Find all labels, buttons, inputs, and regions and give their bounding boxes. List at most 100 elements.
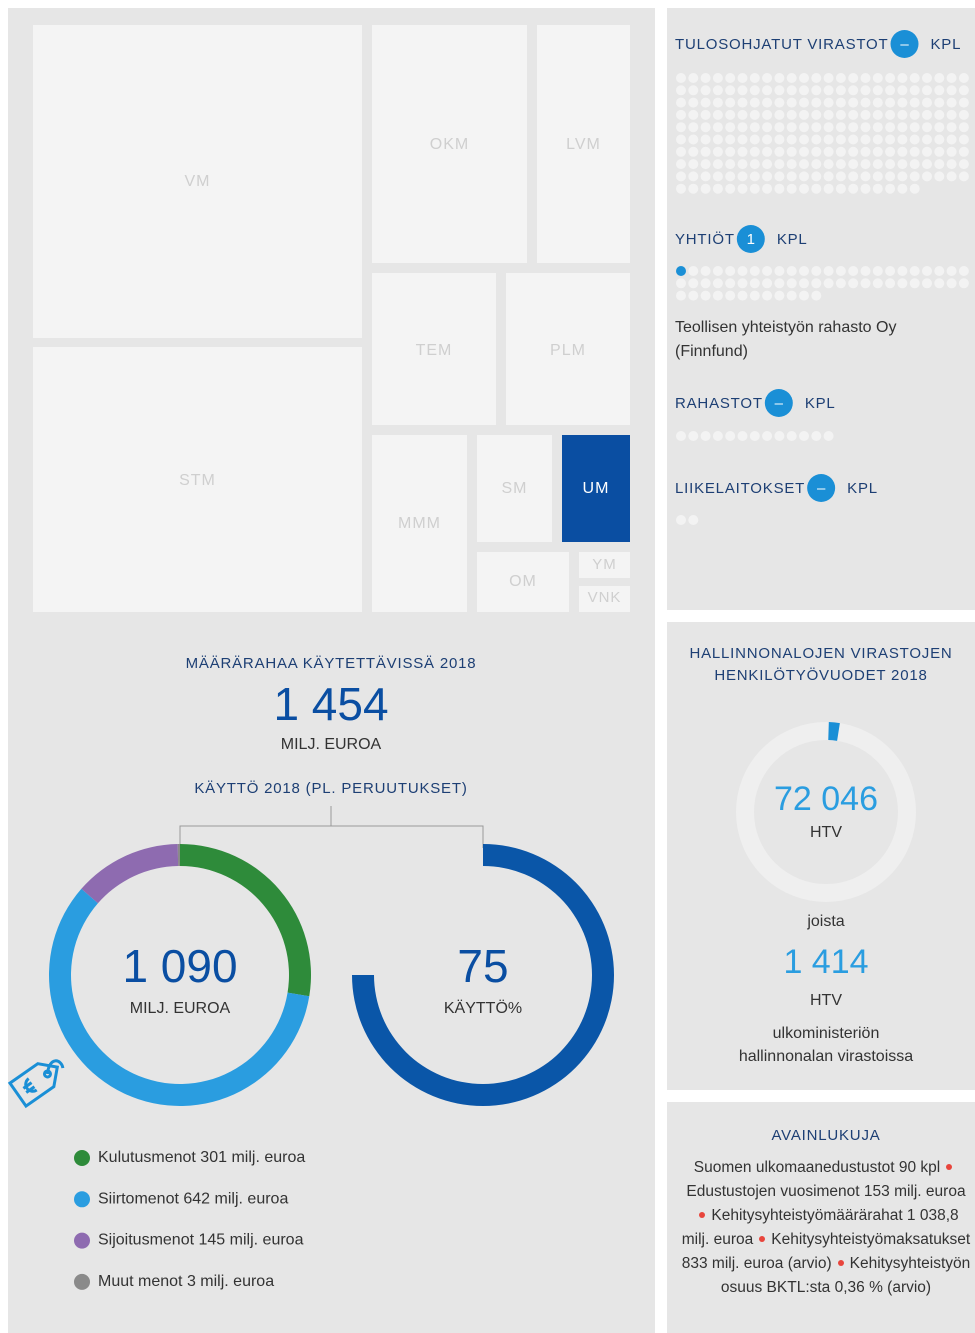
entity-dot	[676, 431, 686, 441]
entity-dot	[700, 85, 711, 96]
entity-dot	[934, 146, 945, 157]
entity-dot	[700, 183, 711, 194]
entity-dot	[909, 159, 920, 170]
entity-dot	[725, 278, 736, 289]
entity-dot	[835, 122, 846, 133]
entity-dot	[958, 97, 969, 108]
entity-dot	[676, 109, 686, 120]
entity-dot	[872, 134, 883, 145]
entity-count: –	[817, 480, 826, 497]
entity-dot	[811, 159, 822, 170]
entity-count-badge	[764, 389, 793, 417]
entity-dot	[749, 85, 760, 96]
legend-dot	[74, 1232, 90, 1249]
entity-dot	[909, 97, 920, 108]
treemap-cell	[477, 552, 569, 612]
entity-dot	[700, 159, 711, 170]
entity-dot	[762, 278, 773, 289]
entity-unit: KPL	[931, 36, 962, 53]
entity-dot	[712, 183, 723, 194]
entity-dot	[737, 183, 748, 194]
entity-dot	[749, 266, 760, 276]
entity-unit: KPL	[777, 231, 808, 248]
entity-dot	[676, 159, 686, 170]
entity-dot	[848, 85, 859, 96]
treemap-label: LVM	[566, 136, 601, 153]
entity-dot	[860, 171, 871, 182]
entity-dot	[737, 159, 748, 170]
treemap-label: VM	[185, 173, 211, 190]
entity-dot	[848, 278, 859, 289]
treemap-label: VNK	[588, 589, 622, 606]
treemap-label: OM	[509, 573, 537, 590]
entity-dot	[958, 109, 969, 120]
bullet	[946, 1163, 953, 1170]
entity-dot	[688, 146, 699, 157]
entity-dot	[823, 146, 834, 157]
entity-dot	[835, 85, 846, 96]
entity-dot	[835, 73, 846, 83]
entity-dot	[749, 73, 760, 83]
entity-dot	[676, 515, 686, 525]
entity-dot	[774, 109, 785, 120]
staff-total-unit: HTV	[810, 824, 842, 841]
entity-dot	[700, 122, 711, 133]
bullet	[759, 1235, 766, 1242]
entity-dot	[823, 122, 834, 133]
entity-dot	[860, 146, 871, 157]
entity-unit: KPL	[805, 395, 836, 412]
entity-dot	[872, 97, 883, 108]
entity-dot	[762, 183, 773, 194]
entity-dot	[749, 122, 760, 133]
bullet	[699, 1211, 706, 1218]
entity-dot	[934, 266, 945, 276]
entity-dot	[823, 85, 834, 96]
entity-dot	[749, 97, 760, 108]
entity-dot	[737, 146, 748, 157]
entity-dot	[872, 171, 883, 182]
treemap-label: SM	[502, 480, 528, 497]
entity-dot	[700, 146, 711, 157]
entity-dot	[749, 134, 760, 145]
entity-dot	[774, 266, 785, 276]
budget-title: MÄÄRÄRAHAA KÄYTETTÄVISSÄ 2018	[186, 655, 477, 672]
treemap-label: UM	[583, 480, 610, 497]
entity-dot	[946, 97, 957, 108]
entity-dot	[737, 278, 748, 289]
entity-dot	[676, 171, 686, 182]
entities-panel	[667, 8, 975, 610]
entity-dot	[737, 122, 748, 133]
legend-name: Siirtomenot	[98, 1191, 179, 1208]
entity-dot	[872, 266, 883, 276]
treemap-label: MMM	[398, 515, 441, 532]
entity-dot	[922, 146, 932, 157]
entity-dot	[848, 159, 859, 170]
entity-dot	[811, 109, 822, 120]
entity-dot	[737, 290, 748, 301]
entity-dot	[885, 85, 896, 96]
entity-dot	[946, 73, 957, 83]
entity-dot	[909, 73, 920, 83]
treemap-cell	[33, 25, 362, 338]
staff-part-desc: hallinnonalan virastoissa	[739, 1048, 913, 1065]
entity-dot	[835, 171, 846, 182]
entity-dot	[946, 159, 957, 170]
entity-dot	[712, 134, 723, 145]
entity-dot	[811, 171, 822, 182]
entity-dot	[958, 122, 969, 133]
treemap-cell	[372, 435, 467, 612]
entity-dot	[786, 85, 797, 96]
entity-dot	[712, 146, 723, 157]
entity-dot	[835, 146, 846, 157]
entity-dot	[762, 97, 773, 108]
entity-dot	[835, 278, 846, 289]
key-figures-title: AVAINLUKUJA	[771, 1127, 880, 1144]
staff-title: HENKILÖTYÖVUODET 2018	[714, 666, 927, 684]
entity-dot	[897, 146, 908, 157]
entity-dot	[897, 97, 908, 108]
entity-dot	[872, 109, 883, 120]
entity-dot	[934, 97, 945, 108]
entity-dot	[762, 431, 773, 441]
legend-value: 642	[183, 1191, 210, 1208]
entity-dot	[934, 134, 945, 145]
